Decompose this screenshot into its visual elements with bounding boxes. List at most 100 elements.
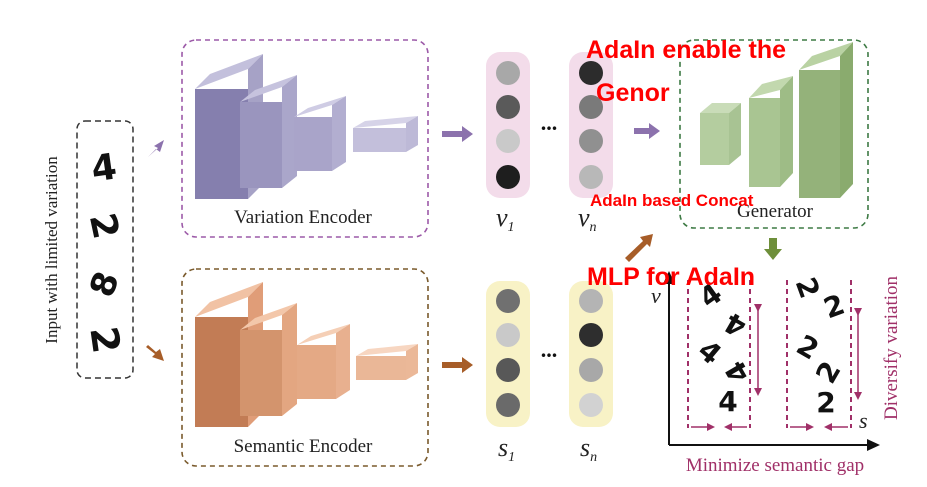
generator-block-2-top <box>749 76 793 98</box>
plot-x-axis-arrowhead <box>867 439 880 451</box>
generator-block-3-top <box>799 42 853 70</box>
vector-s1-cell-3 <box>496 358 520 382</box>
generator-block-3-front <box>799 70 840 198</box>
input-digit-2: 2 <box>81 210 126 243</box>
generator-block-1-top <box>700 103 741 113</box>
arrow-semantic-to-generator <box>625 234 653 262</box>
vector-sn-cell-1 <box>579 289 603 313</box>
generator-label: Generator <box>737 201 814 222</box>
generator-block-1-front <box>700 113 729 165</box>
vector-v1-background <box>486 52 530 198</box>
vector-sn-label: sn <box>580 433 597 465</box>
vector-v1-cell-1 <box>496 61 520 85</box>
generator-block-2-front <box>749 98 780 187</box>
generator-block-2-side <box>780 76 793 187</box>
vector-s1-cell-1 <box>496 289 520 313</box>
semantic-block-4-side <box>406 344 418 380</box>
variation-vector-vn <box>569 52 613 198</box>
vector-sn-background <box>569 281 613 427</box>
input-panel-side-label: Input with limited variation <box>42 156 61 344</box>
generated-digit-right-2: 2 <box>819 288 849 326</box>
annotation-concat: AdaIn based Concat <box>590 191 754 210</box>
variation-block-1-front <box>195 89 248 199</box>
semantic-block-2-side <box>282 303 297 416</box>
red-annotations: AdaIn enable the Genor AdaIn based Conca… <box>586 36 786 291</box>
plot-right-label: Diversify variation <box>881 275 902 420</box>
annotation-mlp: MLP for AdaIn <box>587 263 755 291</box>
annotation-title-line-1: AdaIn enable the <box>586 36 786 64</box>
variation-block-3-top <box>294 96 346 117</box>
vector-sn-cell-4 <box>579 393 603 417</box>
arrow-generator-to-plot <box>764 238 782 260</box>
vector-s1-background <box>486 281 530 427</box>
vector-v1-cell-3 <box>496 129 520 153</box>
semantic-encoder-box <box>181 268 429 467</box>
generated-digit-left-3: 4 <box>692 333 728 371</box>
vector-v1-label: v1 <box>496 203 515 235</box>
input-digit-4: 2 <box>81 324 128 356</box>
variation-block-2-front <box>240 102 282 188</box>
generator-box <box>679 39 869 229</box>
variation-block-2-top <box>240 75 297 102</box>
generated-digit-left-2: 4 <box>719 305 752 343</box>
variation-vector-v1 <box>486 52 530 198</box>
semantic-vector-sn <box>569 281 613 427</box>
vector-vn-label: vn <box>578 203 597 235</box>
vector-v1-cell-2 <box>496 95 520 119</box>
vector-sn-cell-3 <box>579 358 603 382</box>
arrow-variation-to-vectors <box>442 126 473 142</box>
variation-block-4-top <box>353 116 418 128</box>
vectors-top-ellipsis: ... <box>541 110 558 135</box>
input-digit-3: 8 <box>82 266 128 302</box>
generator-block-1-side <box>729 103 741 165</box>
generator: Generator <box>679 39 869 229</box>
vector-s1-label: s1 <box>498 433 515 465</box>
arrow-vectors-to-generator <box>634 123 660 139</box>
semantic-block-4-front <box>356 356 406 380</box>
plot-y-axis-arrowhead <box>663 271 675 284</box>
variation-encoder: Variation Encoder <box>181 39 429 238</box>
variation-block-2-side <box>282 75 297 188</box>
arrow-input-to-semantic <box>146 345 164 361</box>
vector-vn-cell-3 <box>579 129 603 153</box>
vector-vn-cell-2 <box>579 95 603 119</box>
generated-digit-right-5: 2 <box>816 386 835 419</box>
vector-s1-cell-4 <box>496 393 520 417</box>
generator-block-3-side <box>840 42 853 198</box>
variation-block-3-side <box>332 96 346 171</box>
plot-x-axis-label: s <box>859 408 868 433</box>
vector-vn-background <box>569 52 613 198</box>
output-plot: v s 4 4 4 4 4 2 2 2 2 2 Diversify variat… <box>651 271 902 476</box>
semantic-block-3-side <box>336 324 350 399</box>
semantic-block-1-front <box>195 317 248 427</box>
semantic-block-3-top <box>297 324 350 345</box>
vector-vn-cell-4 <box>579 165 603 189</box>
vector-vn-cell-1 <box>579 61 603 85</box>
semantic-encoder-label: Semantic Encoder <box>234 436 373 457</box>
semantic-block-4-top <box>356 344 418 356</box>
variation-block-4-front <box>353 128 406 152</box>
arrow-input-to-variation <box>146 140 164 159</box>
semantic-block-2-top <box>240 303 297 330</box>
vectors-bottom-ellipsis: ... <box>541 337 558 362</box>
variation-encoder-box <box>181 39 429 238</box>
input-panel: Input with limited variation 4 2 8 2 <box>42 120 134 379</box>
semantic-block-2-front <box>240 330 282 416</box>
variation-block-1-top <box>195 54 263 89</box>
arrow-semantic-to-vectors <box>442 357 473 373</box>
vector-sn-cell-2 <box>579 323 603 347</box>
semantic-block-3-front <box>297 345 336 399</box>
vector-v1-cell-4 <box>496 165 520 189</box>
annotation-title-line-2: Genor <box>596 79 670 107</box>
generated-digit-left-5: 4 <box>718 385 737 418</box>
variation-block-4-side <box>406 116 418 152</box>
variation-encoder-label: Variation Encoder <box>234 207 372 228</box>
plot-y-axis-label: v <box>651 283 661 308</box>
semantic-encoder: Semantic Encoder <box>181 268 429 467</box>
plot-bottom-label: Minimize semantic gap <box>686 455 864 476</box>
input-panel-box <box>76 120 134 379</box>
generated-digit-right-4: 2 <box>809 356 847 389</box>
input-digit-1: 4 <box>89 146 120 190</box>
